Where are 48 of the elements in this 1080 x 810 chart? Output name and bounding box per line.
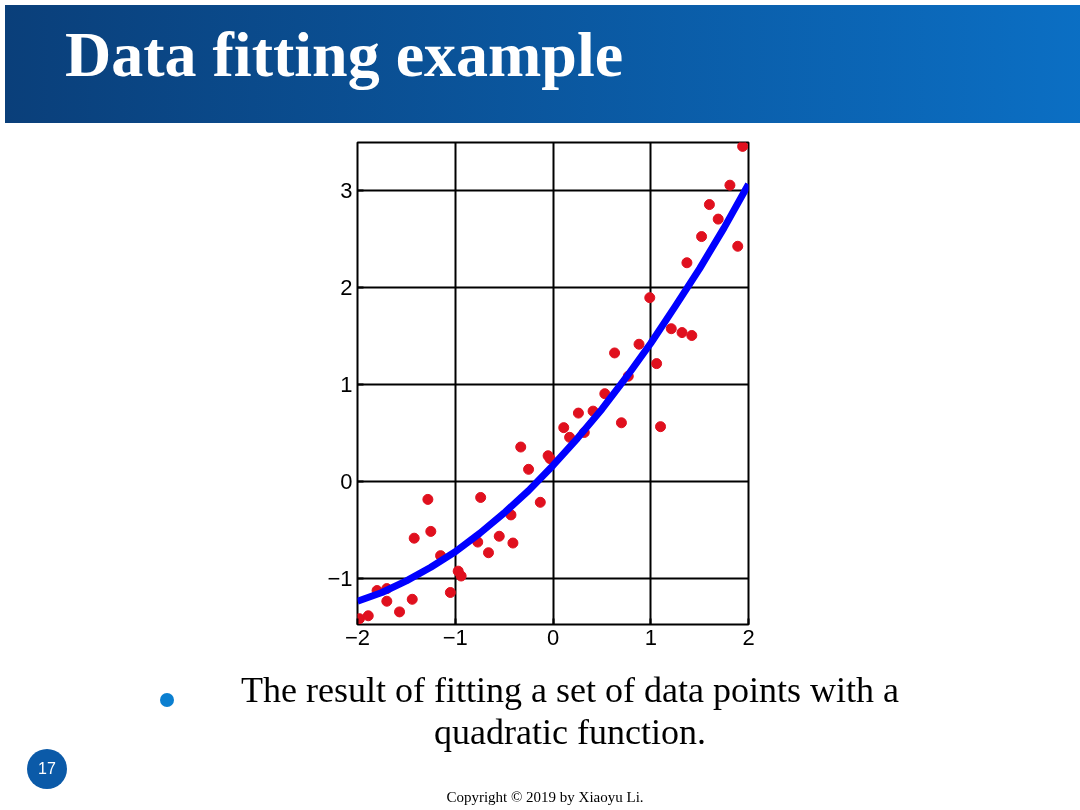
x-tick-label: 1 [644, 624, 657, 650]
point [732, 240, 744, 252]
y-tick-label: 2 [340, 275, 353, 301]
point [444, 587, 456, 598]
x-tick-label: 0 [546, 624, 560, 650]
point [425, 525, 437, 537]
point [534, 496, 546, 508]
text: 17 [27, 749, 67, 789]
y-tick-label: 1 [340, 372, 353, 398]
point [482, 547, 494, 559]
y-tick-label: −1 [327, 566, 353, 592]
point [703, 199, 715, 211]
point [362, 610, 374, 622]
point [737, 142, 749, 152]
text: Copyright © 2019 by Xiaoyu Li. [445, 788, 645, 807]
point [507, 537, 519, 549]
point [686, 330, 698, 341]
point [381, 595, 393, 607]
point [406, 593, 418, 605]
y-tick-label: 3 [340, 178, 353, 204]
point [681, 257, 693, 269]
point [724, 179, 736, 191]
x-tick-label: −2 [344, 624, 371, 650]
point [572, 407, 584, 419]
point [515, 441, 527, 453]
chart-title: Data fitting example [65, 18, 624, 92]
point [651, 358, 663, 370]
x-tick-label: −1 [442, 624, 468, 650]
x-tick-label: 2 [742, 624, 755, 650]
point [615, 417, 627, 429]
point [609, 347, 621, 359]
point [475, 491, 487, 503]
point [523, 463, 535, 475]
point [633, 338, 645, 350]
point [712, 213, 724, 225]
text: The result of fitting a set of data points with a quadratic function. [240, 669, 900, 753]
point [394, 606, 406, 618]
point [422, 493, 434, 505]
point [696, 231, 708, 243]
point [558, 422, 570, 434]
point [493, 530, 505, 542]
point [676, 327, 688, 339]
point [455, 570, 467, 582]
point [665, 323, 677, 335]
point [408, 532, 420, 544]
point [655, 421, 667, 433]
point [644, 292, 656, 304]
y-tick-label: 0 [340, 469, 353, 495]
